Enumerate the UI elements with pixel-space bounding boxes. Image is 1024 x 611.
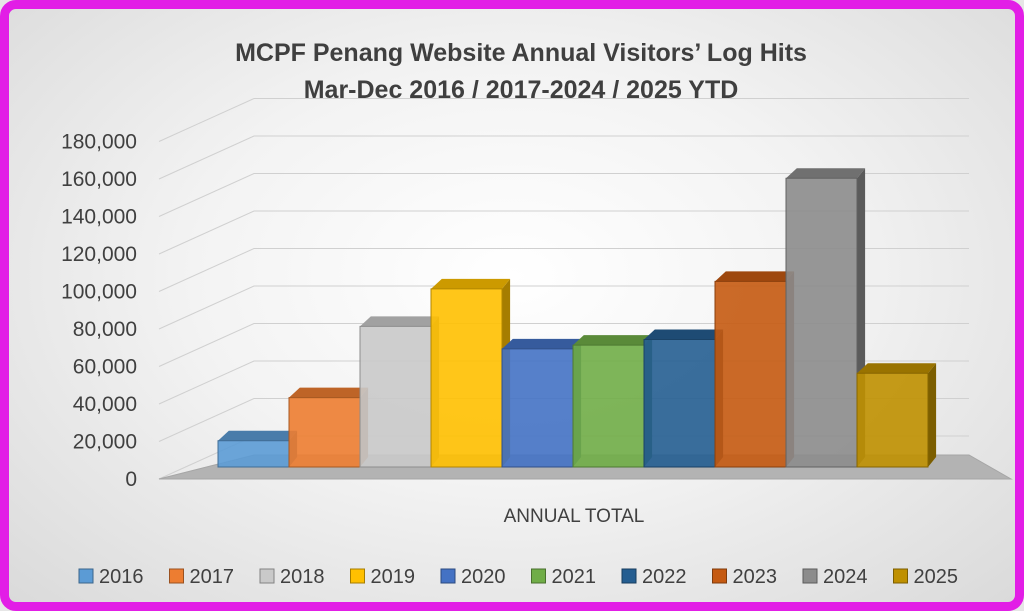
bar-2025: [856, 363, 937, 468]
y-tick-label: 100,000: [61, 281, 137, 304]
bar-top: [573, 335, 653, 346]
bar-series: [217, 168, 937, 468]
bar-front: [785, 177, 858, 468]
legend-label: 2024: [823, 566, 868, 588]
legend-swatch: [78, 568, 94, 584]
y-tick-label: 80,000: [73, 318, 137, 341]
bar-2018: [359, 316, 440, 468]
bar-2023: [714, 271, 795, 468]
legend-swatch: [893, 568, 908, 584]
bar-top: [857, 363, 937, 374]
bar-front: [856, 372, 929, 468]
legend-swatch: [440, 568, 456, 584]
gridline: [158, 135, 969, 180]
gridline: [158, 173, 969, 217]
bar-top: [644, 329, 724, 340]
gridline: [158, 248, 969, 292]
legend-swatch: [802, 568, 818, 584]
legend-swatch: [259, 568, 275, 584]
bar-top: [502, 338, 582, 349]
bar-front: [501, 348, 574, 468]
legend-item-2016: 2016: [78, 566, 144, 588]
bar-front: [430, 288, 503, 468]
bar-front: [217, 440, 290, 468]
bar-front: [643, 339, 716, 468]
y-tick-label: 20,000: [73, 431, 137, 454]
bar-top: [289, 387, 369, 398]
y-tick-label: 120,000: [61, 243, 137, 266]
legend-item-2024: 2024: [802, 566, 868, 588]
y-tick-label: 40,000: [73, 393, 137, 416]
x-category-label: ANNUAL TOTAL: [504, 506, 645, 527]
bar-top: [715, 271, 795, 282]
bar-top: [786, 168, 866, 179]
bar-front: [714, 280, 787, 468]
legend-swatch: [169, 568, 184, 584]
legend-label: 2019: [371, 566, 416, 588]
legend-swatch: [621, 568, 637, 584]
legend-swatch: [350, 568, 365, 584]
bar-front: [288, 397, 361, 468]
legend-label: 2022: [642, 566, 687, 588]
y-tick-label: 140,000: [61, 206, 137, 229]
legend-label: 2018: [280, 566, 325, 588]
bar-2017: [288, 387, 369, 468]
legend-swatch: [531, 568, 546, 584]
chart-title: MCPF Penang Website Annual Visitors’ Log…: [235, 39, 807, 67]
legend-item-2021: 2021: [531, 566, 597, 588]
legend-item-2018: 2018: [259, 566, 325, 588]
legend-item-2022: 2022: [621, 566, 687, 588]
bar-side: [928, 363, 937, 467]
bar-2024: [785, 168, 866, 468]
bar-front: [572, 344, 645, 468]
legend-label: 2025: [914, 566, 959, 588]
y-tick-label: 60,000: [73, 356, 137, 379]
bar-2021: [572, 335, 653, 468]
chart-canvas: MCPF Penang Website Annual Visitors’ Log…: [61, 39, 1013, 588]
legend-swatch: [712, 568, 727, 584]
legend-label: 2021: [552, 566, 597, 588]
bar-2020: [501, 338, 582, 468]
legend-item-2019: 2019: [350, 566, 416, 588]
bar-top: [218, 430, 298, 441]
y-axis: 180,000 160,000 140,000 120,000 100,000 80,00…: [61, 131, 137, 492]
legend: 2016 2017 2018 2019 2020 2021 2022 2023 2024 2025: [78, 566, 959, 588]
chart-subtitle: Mar-Dec 2016 / 2017-2024 / 2025 YTD: [304, 76, 739, 104]
bar-2016: [217, 430, 298, 468]
gridline: [158, 210, 969, 255]
y-tick-label: 0: [125, 468, 137, 491]
gridline: [158, 98, 969, 142]
y-tick-label: 180,000: [61, 131, 137, 154]
legend-label: 2017: [190, 566, 235, 588]
bar-top: [360, 316, 440, 327]
y-tick-label: 160,000: [61, 168, 137, 191]
bar-front: [359, 325, 432, 468]
bar-top: [431, 278, 511, 289]
bar-2019: [430, 278, 511, 468]
legend-item-2023: 2023: [712, 566, 778, 588]
legend-label: 2020: [461, 566, 506, 588]
legend-label: 2016: [99, 566, 144, 588]
legend-item-2017: 2017: [169, 566, 235, 588]
legend-item-2020: 2020: [440, 566, 506, 588]
legend-item-2025: 2025: [893, 566, 959, 588]
bar-2022: [643, 329, 724, 468]
legend-label: 2023: [733, 566, 778, 588]
